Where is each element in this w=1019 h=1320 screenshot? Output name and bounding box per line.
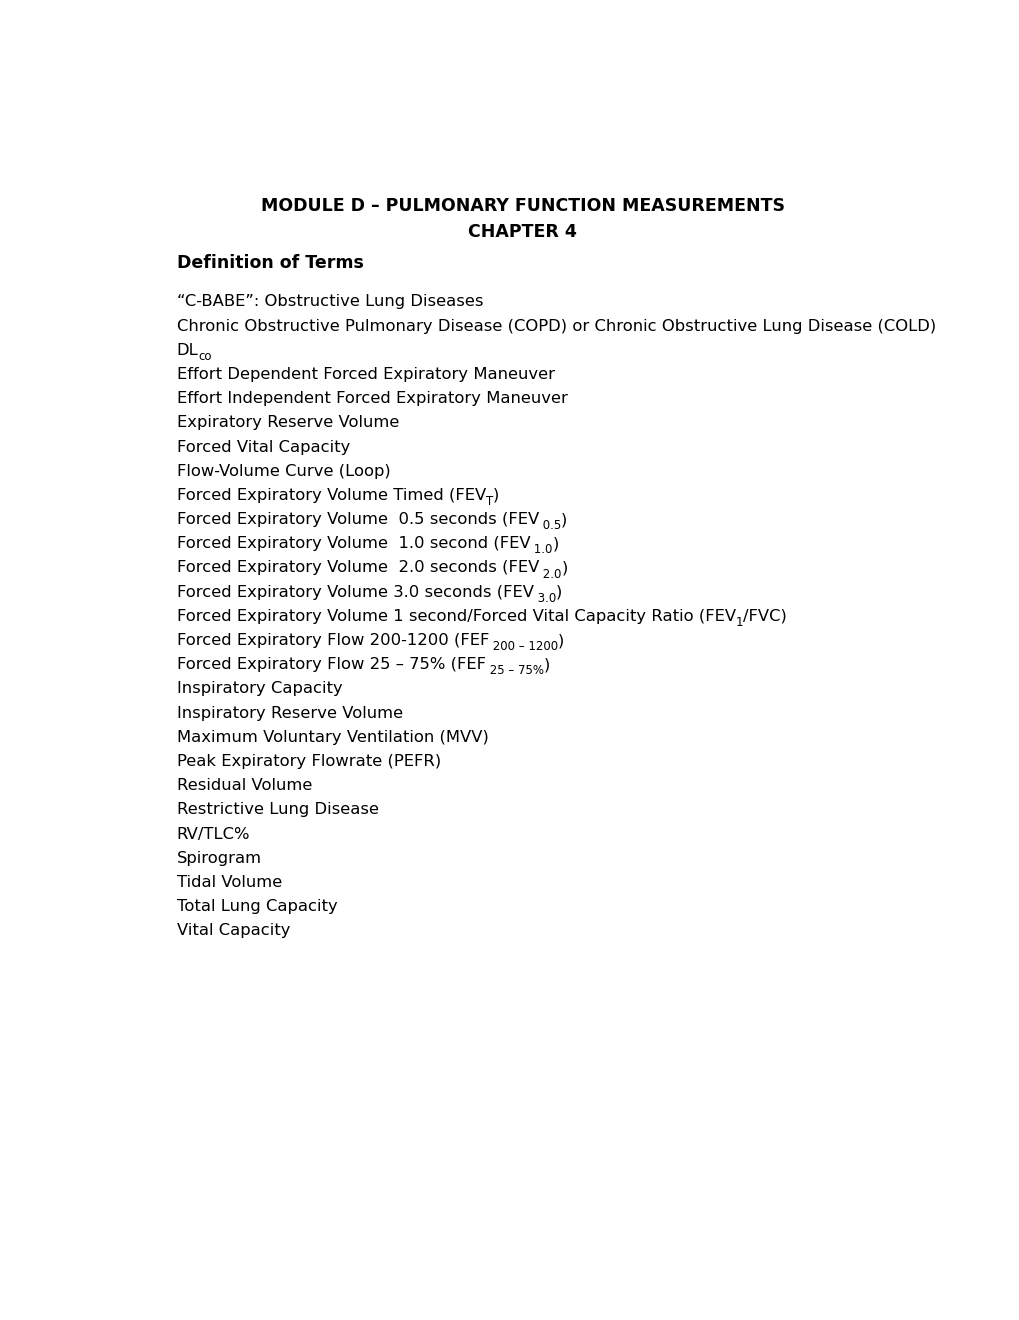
Text: Effort Independent Forced Expiratory Maneuver: Effort Independent Forced Expiratory Man… (176, 391, 567, 407)
Text: Forced Expiratory Flow 25 – 75% (FEF: Forced Expiratory Flow 25 – 75% (FEF (176, 657, 485, 672)
Text: 3.0: 3.0 (533, 591, 555, 605)
Text: Expiratory Reserve Volume: Expiratory Reserve Volume (176, 416, 398, 430)
Text: co: co (198, 350, 212, 363)
Text: “C-BABE”: Obstructive Lung Diseases: “C-BABE”: Obstructive Lung Diseases (176, 294, 483, 309)
Text: Chronic Obstructive Pulmonary Disease (COPD) or Chronic Obstructive Lung Disease: Chronic Obstructive Pulmonary Disease (C… (176, 318, 934, 334)
Text: 0.5: 0.5 (538, 519, 560, 532)
Text: Tidal Volume: Tidal Volume (176, 875, 281, 890)
Text: Inspiratory Reserve Volume: Inspiratory Reserve Volume (176, 706, 403, 721)
Text: ): ) (492, 488, 499, 503)
Text: 200 – 1200: 200 – 1200 (488, 640, 557, 653)
Text: CHAPTER 4: CHAPTER 4 (468, 223, 577, 242)
Text: Spirogram: Spirogram (176, 851, 262, 866)
Text: ): ) (552, 536, 558, 552)
Text: ): ) (557, 634, 564, 648)
Text: Forced Expiratory Volume  2.0 seconds (FEV: Forced Expiratory Volume 2.0 seconds (FE… (176, 561, 538, 576)
Text: 25 – 75%: 25 – 75% (485, 664, 543, 677)
Text: ): ) (560, 561, 568, 576)
Text: Peak Expiratory Flowrate (PEFR): Peak Expiratory Flowrate (PEFR) (176, 754, 440, 770)
Text: Forced Expiratory Volume  0.5 seconds (FEV: Forced Expiratory Volume 0.5 seconds (FE… (176, 512, 538, 527)
Text: Flow-Volume Curve (Loop): Flow-Volume Curve (Loop) (176, 463, 390, 479)
Text: 2.0: 2.0 (538, 568, 560, 581)
Text: /FVC): /FVC) (743, 609, 787, 624)
Text: ): ) (543, 657, 549, 672)
Text: Forced Expiratory Flow 200-1200 (FEF: Forced Expiratory Flow 200-1200 (FEF (176, 634, 488, 648)
Text: Total Lung Capacity: Total Lung Capacity (176, 899, 337, 915)
Text: Forced Expiratory Volume 3.0 seconds (FEV: Forced Expiratory Volume 3.0 seconds (FE… (176, 585, 533, 599)
Text: Residual Volume: Residual Volume (176, 779, 312, 793)
Text: ): ) (560, 512, 567, 527)
Text: Forced Expiratory Volume  1.0 second (FEV: Forced Expiratory Volume 1.0 second (FEV (176, 536, 530, 552)
Text: Forced Expiratory Volume Timed (FEV: Forced Expiratory Volume Timed (FEV (176, 488, 485, 503)
Text: Forced Expiratory Volume 1 second/Forced Vital Capacity Ratio (FEV: Forced Expiratory Volume 1 second/Forced… (176, 609, 735, 624)
Text: RV/TLC%: RV/TLC% (176, 826, 250, 842)
Text: T: T (485, 495, 492, 508)
Text: 1.0: 1.0 (530, 544, 552, 557)
Text: Inspiratory Capacity: Inspiratory Capacity (176, 681, 342, 697)
Text: Forced Vital Capacity: Forced Vital Capacity (176, 440, 350, 454)
Text: DL: DL (176, 343, 198, 358)
Text: Restrictive Lung Disease: Restrictive Lung Disease (176, 803, 378, 817)
Text: Definition of Terms: Definition of Terms (176, 253, 363, 272)
Text: ): ) (555, 585, 561, 599)
Text: 1: 1 (735, 616, 743, 630)
Text: MODULE D – PULMONARY FUNCTION MEASUREMENTS: MODULE D – PULMONARY FUNCTION MEASUREMEN… (261, 197, 784, 215)
Text: Maximum Voluntary Ventilation (MVV): Maximum Voluntary Ventilation (MVV) (176, 730, 488, 744)
Text: Vital Capacity: Vital Capacity (176, 924, 289, 939)
Text: Effort Dependent Forced Expiratory Maneuver: Effort Dependent Forced Expiratory Maneu… (176, 367, 554, 381)
